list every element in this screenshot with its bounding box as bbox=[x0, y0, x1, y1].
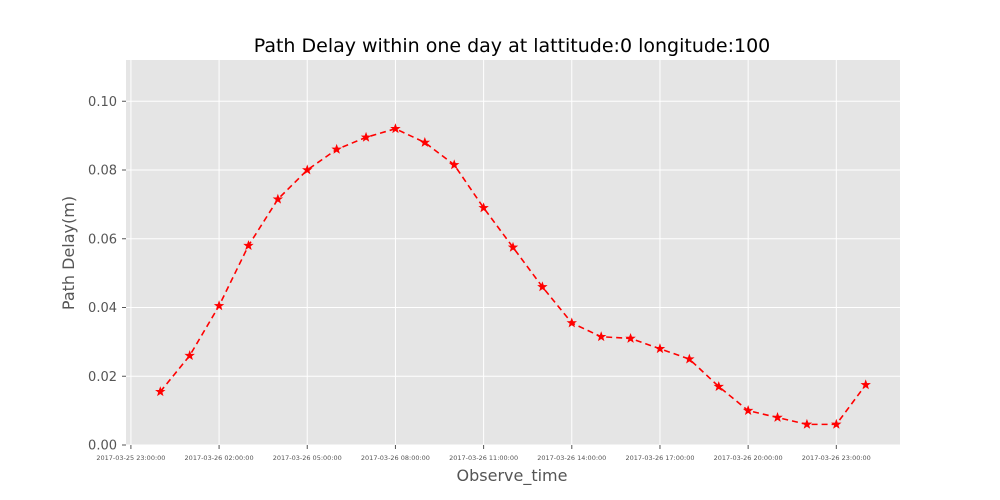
y-axis-label: Path Delay(m) bbox=[59, 196, 78, 310]
y-axis: 0.00 0.02 0.04 0.06 0.08 0.10 bbox=[88, 95, 126, 454]
data-point-star bbox=[390, 123, 401, 134]
x-tick-label: 2017-03-26 02:00:00 bbox=[185, 454, 254, 462]
data-point-star bbox=[449, 159, 460, 170]
x-tick-label: 2017-03-26 17:00:00 bbox=[625, 454, 694, 462]
data-point-star bbox=[713, 381, 724, 391]
data-point-star bbox=[243, 240, 254, 251]
y-tick-label: 0.04 bbox=[88, 301, 117, 316]
y-tick-label: 0.00 bbox=[88, 439, 117, 454]
data-point-star bbox=[831, 418, 842, 429]
data-point-star bbox=[213, 300, 225, 311]
gridlines bbox=[126, 60, 900, 446]
data-point-star bbox=[331, 143, 342, 154]
data-point-star bbox=[360, 131, 372, 142]
data-point-star bbox=[155, 386, 166, 397]
plot-area bbox=[126, 60, 900, 445]
series-path-delay bbox=[155, 123, 871, 429]
data-point-star bbox=[302, 164, 313, 175]
data-point-star bbox=[272, 193, 284, 204]
x-tick-label: 2017-03-26 20:00:00 bbox=[714, 454, 783, 462]
data-point-star bbox=[625, 332, 636, 343]
y-tick-label: 0.10 bbox=[88, 95, 117, 110]
y-tick-label: 0.02 bbox=[88, 370, 117, 385]
y-tick-label: 0.08 bbox=[88, 164, 117, 179]
data-point-star bbox=[742, 405, 754, 416]
data-point-star bbox=[654, 343, 666, 354]
data-point-star bbox=[772, 412, 783, 422]
data-point-star bbox=[801, 418, 813, 429]
y-tick-label: 0.06 bbox=[88, 232, 117, 247]
data-point-star bbox=[478, 202, 489, 213]
x-tick-label: 2017-03-26 05:00:00 bbox=[273, 454, 342, 462]
x-axis: 2017-03-25 23:00:00 2017-03-26 02:00:00 20… bbox=[96, 445, 871, 462]
data-point-star bbox=[860, 379, 871, 390]
data-point-star bbox=[507, 241, 519, 252]
x-tick-label: 2017-03-26 11:00:00 bbox=[449, 454, 518, 462]
data-point-star bbox=[595, 331, 607, 342]
data-point-star bbox=[537, 281, 548, 292]
x-tick-label: 2017-03-25 23:00:00 bbox=[96, 454, 165, 462]
chart-title: Path Delay within one day at lattitude:0… bbox=[254, 35, 771, 57]
data-point-star bbox=[184, 350, 195, 361]
x-tick-label: 2017-03-26 23:00:00 bbox=[802, 454, 871, 462]
data-point-star bbox=[684, 353, 695, 364]
x-tick-label: 2017-03-26 14:00:00 bbox=[537, 454, 606, 462]
x-axis-label: Observe_time bbox=[457, 466, 568, 486]
data-point-star bbox=[566, 317, 577, 328]
data-point-star bbox=[419, 137, 431, 147]
x-tick-label: 2017-03-26 08:00:00 bbox=[361, 454, 430, 462]
